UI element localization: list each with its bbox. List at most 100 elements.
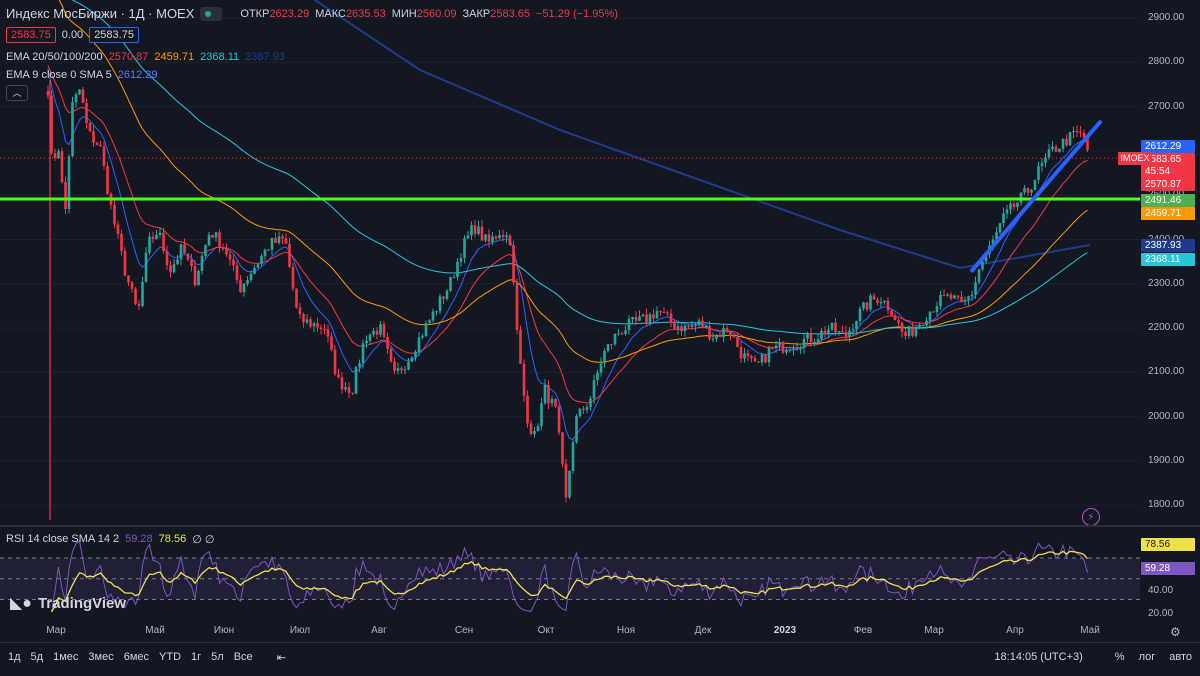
- range-5y[interactable]: 5л: [211, 651, 224, 663]
- trend-line[interactable]: [970, 120, 1102, 273]
- symbol-title[interactable]: Индекс МосБиржи · 1Д · MOEX: [6, 6, 195, 21]
- close-value: 2583.65: [490, 8, 530, 20]
- ema-indicator-name[interactable]: EMA 20/50/100/200: [6, 51, 103, 63]
- percent-toggle[interactable]: %: [1114, 651, 1125, 663]
- candle-body: [743, 353, 746, 359]
- candle-body: [596, 372, 599, 381]
- candle-body: [211, 234, 214, 238]
- close-label: ЗАКР: [462, 8, 491, 20]
- candle-body: [375, 330, 379, 335]
- price-chart[interactable]: Индекс МосБиржи · 1Д · MOEX ОТКР 2623.29 …: [0, 0, 1140, 525]
- range-1d[interactable]: 1д: [8, 651, 21, 663]
- candle-body: [1072, 131, 1075, 133]
- market-status-icon[interactable]: [200, 7, 223, 21]
- range-3m[interactable]: 3мес: [88, 651, 114, 663]
- candle-body: [841, 331, 844, 333]
- candle-body: [372, 330, 375, 335]
- candle-body: [508, 235, 512, 246]
- change-value: −51.29 (−1.95%): [535, 8, 618, 20]
- candle-body: [414, 351, 417, 358]
- candle-body: [1012, 203, 1016, 208]
- candle-body: [382, 324, 386, 337]
- range-1y[interactable]: 1г: [191, 651, 202, 663]
- pane-separator[interactable]: [0, 525, 1200, 527]
- price-axis-label: 1800.00: [1148, 499, 1185, 511]
- candle-body: [396, 368, 400, 371]
- clock[interactable]: 18:14:05 (UTC+3): [994, 651, 1083, 663]
- price-tag: 2368.11: [1141, 253, 1195, 266]
- candle-body: [788, 349, 792, 351]
- rsi-pane[interactable]: RSI 14 close SMA 14 2 59.28 78.56 ∅ ∅: [0, 527, 1140, 620]
- price-axis-label: 2800.00: [1148, 56, 1185, 68]
- candle-body: [354, 367, 358, 394]
- range-6m[interactable]: 6мес: [123, 651, 150, 663]
- rsi-sma-value: 78.56: [158, 533, 187, 545]
- auto-toggle[interactable]: авто: [1169, 651, 1192, 663]
- candle-body: [81, 89, 85, 104]
- candle-body: [1023, 188, 1026, 193]
- price-axis-label: 2700.00: [1148, 100, 1185, 112]
- candle-body: [1079, 131, 1082, 133]
- ema9-legend-row[interactable]: EMA 9 close 0 SMA 5 2612.29: [6, 66, 618, 84]
- candle-body: [781, 342, 785, 353]
- date-range-icon[interactable]: ⇤: [276, 652, 286, 664]
- tradingview-logo[interactable]: ◣● TradingView: [10, 593, 126, 613]
- rsi-sma-line: [50, 550, 1088, 613]
- candle-body: [890, 310, 893, 316]
- candle-body: [417, 337, 421, 352]
- candle-body: [74, 94, 78, 103]
- candle-body: [158, 232, 162, 235]
- rsi-canvas[interactable]: [0, 527, 1140, 620]
- log-toggle[interactable]: лог: [1138, 651, 1156, 663]
- candle-body: [204, 245, 207, 256]
- bottom-toolbar: 1д 5д 1мес 3мес 6мес YTD 1г 5л Все ⇤ 18:…: [0, 642, 1200, 676]
- candle-body: [1040, 162, 1044, 167]
- range-ytd[interactable]: YTD: [159, 651, 182, 663]
- price-axis[interactable]: 2900.002800.002700.002600.002500.002400.…: [1118, 0, 1200, 620]
- chevron-up-icon[interactable]: ︿: [6, 85, 28, 101]
- candle-body: [141, 281, 144, 306]
- candle-body: [816, 339, 820, 342]
- candle-body: [284, 238, 288, 244]
- ema9-indicator-name[interactable]: EMA 9 close 0 SMA 5: [6, 69, 112, 81]
- ema200-line: [313, 0, 1091, 270]
- candle-body: [424, 323, 428, 337]
- rsi-legend[interactable]: RSI 14 close SMA 14 2 59.28 78.56 ∅ ∅: [6, 533, 214, 546]
- candle-body: [855, 320, 858, 330]
- range-all[interactable]: Все: [233, 651, 253, 663]
- candle-body: [925, 320, 928, 326]
- ema-legend-row[interactable]: EMA 20/50/100/200 2570.87 2459.71 2368.1…: [6, 48, 618, 66]
- candle-body: [624, 330, 627, 335]
- candle-body: [445, 290, 449, 299]
- candle-body: [71, 102, 74, 157]
- candle-body: [179, 244, 183, 260]
- candle-body: [946, 294, 949, 296]
- candle-body: [1044, 157, 1047, 163]
- buy-button[interactable]: 2583.75: [89, 27, 139, 43]
- candle-body: [333, 349, 337, 375]
- time-axis[interactable]: Мар Май Июн Июл Авг Сен Окт Ноя Дек 2023 Фев Мар Апр…: [0, 620, 1140, 642]
- price-axis-label: 2300.00: [1148, 277, 1185, 289]
- candle-body: [543, 384, 547, 404]
- gear-icon[interactable]: ⚙: [1170, 625, 1181, 639]
- sell-button[interactable]: 2583.75: [6, 27, 56, 43]
- price-tag: 2459.71: [1141, 207, 1195, 220]
- candle-body: [281, 236, 284, 239]
- price-chart-canvas[interactable]: [0, 0, 1140, 525]
- candle-body: [116, 224, 120, 234]
- time-axis-label: Июл: [289, 625, 311, 636]
- price-axis-label: 1900.00: [1148, 455, 1185, 466]
- candle-body: [529, 423, 533, 435]
- candle-body: [410, 357, 414, 362]
- candle-body: [809, 333, 813, 343]
- candle-body: [662, 311, 666, 313]
- range-1m[interactable]: 1мес: [53, 651, 79, 663]
- rsi-indicator-name[interactable]: RSI 14 close SMA 14 2: [6, 533, 120, 545]
- rsi-price-tag: 78.56: [1141, 538, 1195, 551]
- range-5d[interactable]: 5д: [30, 651, 44, 663]
- candle-body: [1037, 166, 1040, 180]
- candle-body: [848, 330, 851, 337]
- candle-body: [610, 344, 613, 346]
- lightning-icon[interactable]: ⚡: [1082, 508, 1100, 525]
- candle-body: [165, 251, 169, 266]
